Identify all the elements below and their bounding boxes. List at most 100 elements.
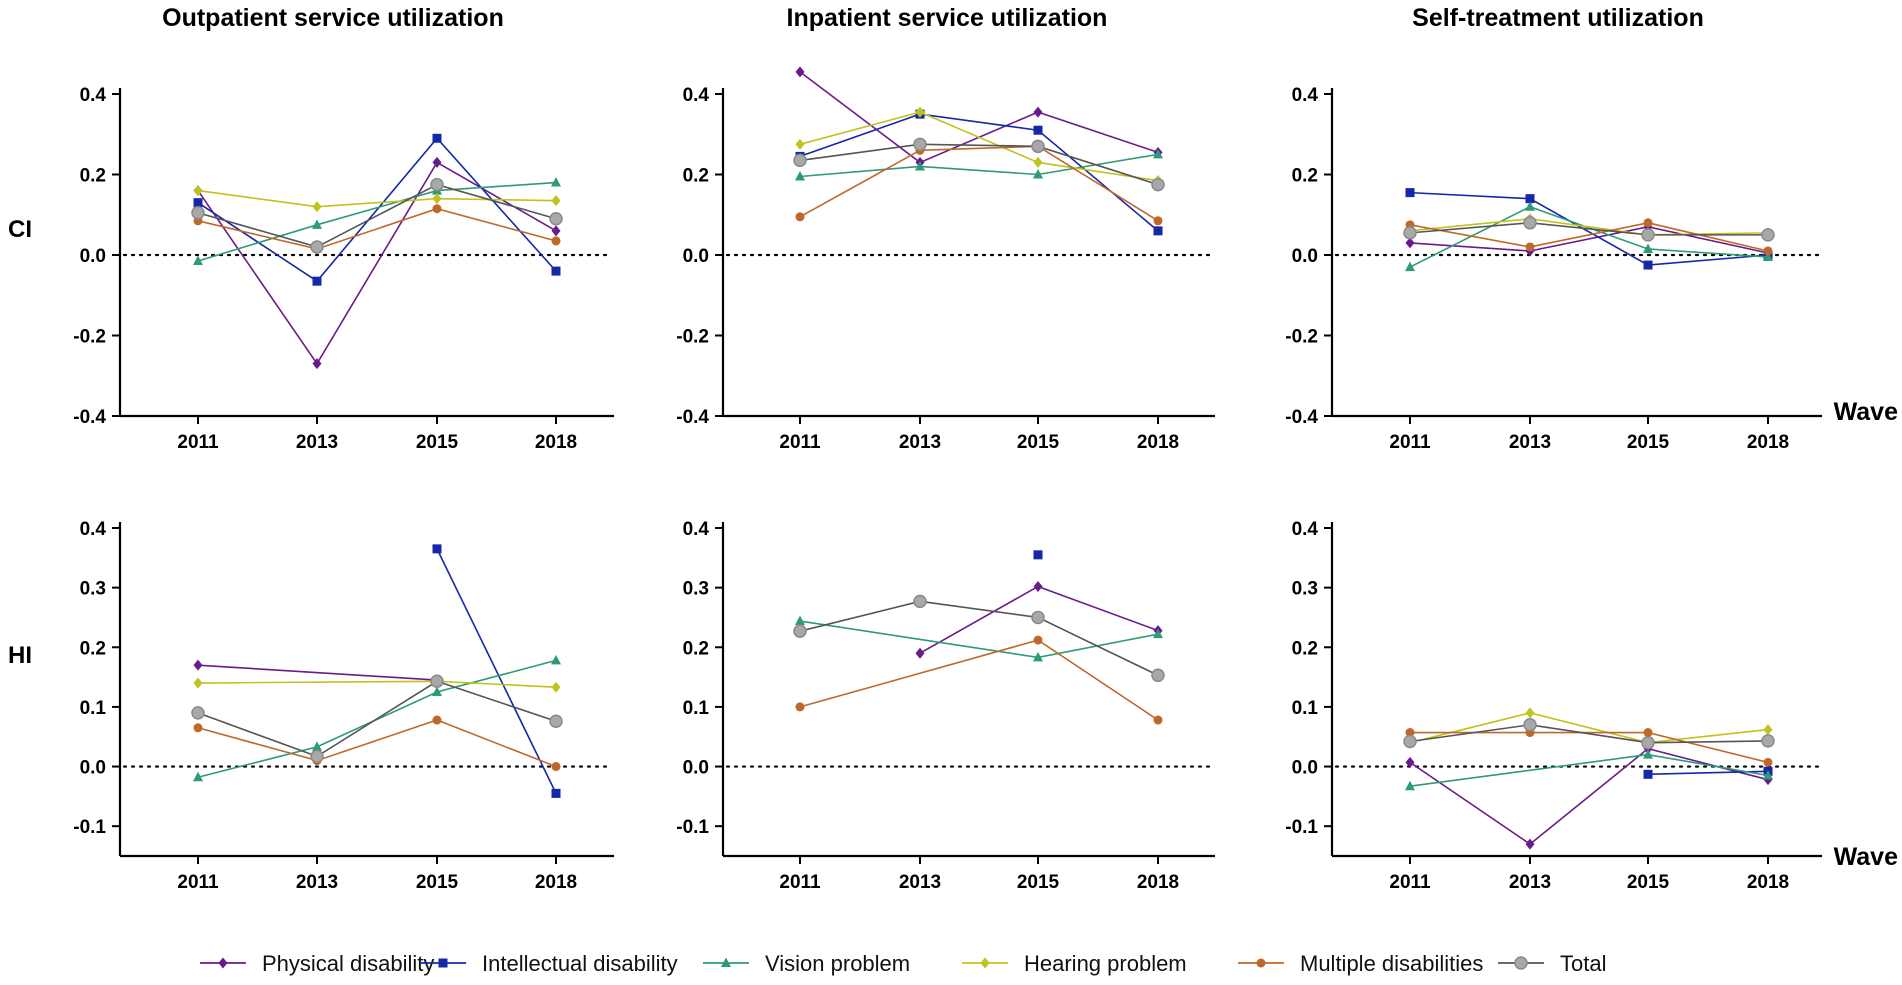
series-total-point — [1761, 734, 1775, 748]
series-intellectual-disability-point — [1525, 194, 1535, 204]
series-total-line — [197, 680, 557, 758]
legend-swatch-marker — [1256, 958, 1266, 968]
y-tick-label: 0.1 — [80, 698, 107, 719]
series-intellectual-disability-line — [197, 137, 557, 283]
series-hearing-problem-line — [1409, 712, 1769, 744]
series-multiple-disabilities-point — [1643, 728, 1653, 738]
series-total-point — [1031, 610, 1045, 625]
y-tick-label: -0.2 — [676, 327, 709, 348]
legend-label: Vision problem — [765, 951, 910, 976]
series-hearing-problem-point — [915, 106, 925, 118]
series-total-point — [913, 137, 927, 152]
series-intellectual-disability-line — [799, 113, 1159, 232]
legend-label: Intellectual disability — [482, 951, 678, 976]
series-total-point — [430, 674, 444, 689]
series-hearing-problem-point — [193, 677, 203, 689]
series-vision-problem-point — [193, 771, 203, 782]
y-tick-label: 0.4 — [80, 85, 107, 106]
legend-label: Hearing problem — [1024, 951, 1187, 976]
y-tick-label: 0.4 — [1292, 85, 1319, 106]
series-multiple-disabilities-line — [799, 639, 1159, 721]
series-hearing-problem-point — [795, 138, 805, 150]
series-total-point — [1151, 668, 1165, 683]
x-tick-label: 2013 — [1509, 872, 1551, 893]
legend-swatch-marker — [721, 957, 731, 967]
y-tick-label: -0.1 — [676, 817, 709, 838]
col-title-self-treatment: Self-treatment utilization — [1412, 4, 1704, 32]
x-tick-label: 2013 — [1509, 432, 1551, 453]
series-hearing-problem-point — [1763, 724, 1773, 736]
series-physical-disability-point — [1405, 756, 1415, 768]
y-tick-label: -0.2 — [73, 327, 106, 348]
series-multiple-disabilities-point — [1525, 242, 1535, 252]
x-tick-label: 2015 — [1017, 872, 1060, 893]
series-physical-disability-point — [1525, 838, 1535, 850]
y-tick-label: 0.2 — [683, 166, 709, 187]
series-vision-problem-line — [197, 181, 557, 262]
legend-label: Multiple disabilities — [1300, 951, 1483, 976]
x-axis-title-top: Wave — [1834, 398, 1898, 426]
legend-swatch-marker — [218, 957, 228, 969]
row-label-hi: HI — [8, 642, 32, 669]
series-multiple-disabilities-point — [432, 715, 442, 725]
series-hearing-problem-line — [799, 111, 1159, 182]
series-hearing-problem-point — [1033, 156, 1043, 168]
series-intellectual-disability-point — [1033, 550, 1043, 560]
series-physical-disability-point — [432, 156, 442, 168]
series-hearing-problem-point — [312, 201, 322, 213]
series-total-point — [1031, 139, 1045, 154]
series-physical-disability-point — [1033, 106, 1043, 118]
legend-label: Physical disability — [262, 951, 434, 976]
col-title-inpatient: Inpatient service utilization — [787, 4, 1108, 32]
y-tick-label: 0.2 — [80, 638, 106, 659]
series-physical-disability-line — [1409, 747, 1769, 846]
panel-ci-2: 0.4 0.2 0.0 -0.2 -0.4 2011 2013 2015 2018 — [676, 66, 1215, 453]
series-vision-problem-point — [1153, 628, 1163, 639]
legend-item-vision-problem: Vision problem — [703, 951, 910, 976]
y-tick-label: -0.4 — [676, 407, 709, 428]
series-intellectual-disability-line — [436, 548, 557, 794]
series-total-line — [1409, 221, 1768, 236]
series-physical-disability-point — [1405, 237, 1415, 249]
series-physical-disability-point — [551, 225, 561, 237]
y-tick-label: 0.3 — [1292, 579, 1318, 600]
x-tick-label: 2018 — [1747, 432, 1789, 453]
series-vision-problem-line — [799, 153, 1159, 178]
series-total-point — [1641, 735, 1655, 750]
y-tick-label: 0.3 — [683, 579, 709, 600]
x-tick-label: 2011 — [779, 872, 821, 893]
series-total-point — [793, 153, 807, 168]
series-intellectual-disability-point — [1405, 188, 1415, 198]
series-multiple-disabilities-point — [1405, 728, 1415, 738]
series-vision-problem-point — [915, 160, 925, 171]
series-vision-problem-point — [1643, 749, 1653, 759]
y-tick-label: -0.1 — [1285, 817, 1318, 838]
series-total-point — [310, 240, 324, 254]
series-multiple-disabilities-point — [193, 723, 203, 733]
series-physical-disability-point — [193, 659, 203, 671]
series-total-line — [799, 143, 1159, 186]
series-multiple-disabilities-point — [551, 762, 561, 772]
series-hearing-problem-point — [551, 195, 561, 207]
row-label-ci: CI — [8, 216, 32, 243]
x-tick-label: 2018 — [535, 872, 577, 893]
x-tick-label: 2015 — [1627, 872, 1670, 893]
legend-item-intellectual-disability: Intellectual disability — [420, 951, 678, 976]
series-vision-problem-point — [795, 615, 805, 626]
series-multiple-disabilities-line — [1409, 221, 1769, 252]
series-multiple-disabilities-point — [1763, 246, 1773, 256]
series-multiple-disabilities-line — [799, 145, 1159, 222]
y-tick-label: 0.0 — [683, 758, 709, 779]
y-tick-label: 0.4 — [1292, 519, 1319, 540]
legend-swatch-marker — [1514, 956, 1528, 970]
panel-hi-3: 0.4 0.3 0.2 0.1 0.0 -0.1 2011 2013 2015 2018 — [1285, 519, 1822, 893]
y-tick-label: 0.4 — [683, 519, 710, 540]
series-vision-problem-point — [1033, 169, 1043, 179]
x-tick-label: 2018 — [535, 432, 577, 453]
series-total-point — [1151, 177, 1165, 192]
panel-ci-1: 0.4 0.2 0.0 -0.2 -0.4 2011 2013 2015 2018 — [73, 85, 614, 453]
y-tick-label: 0.2 — [683, 638, 709, 659]
series-vision-problem-point — [551, 654, 561, 665]
series-hearing-problem-point — [1525, 707, 1535, 719]
series-total-point — [310, 749, 324, 764]
